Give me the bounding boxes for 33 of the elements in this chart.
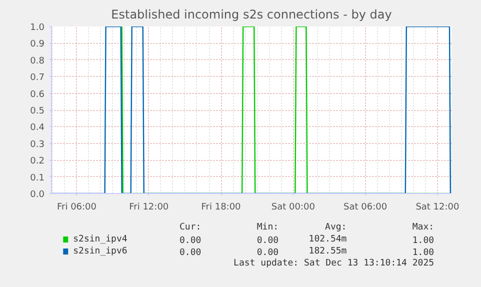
y-tick-label: 0.5: [30, 106, 45, 116]
text: Min:: [256, 222, 279, 232]
text: 0.00: [256, 236, 279, 246]
y-tick-label: 0.4: [30, 123, 45, 134]
y-tick-label: 0.2: [30, 156, 45, 167]
text: 1.00: [412, 236, 434, 246]
text: 0.00: [180, 248, 202, 258]
text: Max:: [412, 222, 434, 232]
legend-label: s2sin_ipv4: [73, 234, 128, 244]
x-tick-label: Sat 00:00: [271, 202, 316, 212]
text: 0.00: [256, 248, 279, 258]
y-tick-label: 0.6: [30, 90, 45, 100]
x-tick-label: Fri 18:00: [201, 202, 242, 212]
text: Avg:: [325, 222, 347, 232]
x-tick-label: Fri 06:00: [56, 202, 97, 212]
text: 182.55m: [308, 246, 347, 256]
y-tick-label: 0.0: [30, 190, 45, 200]
y-tick-label: 1.0: [30, 23, 45, 33]
y-tick-label: 0.1: [30, 173, 45, 184]
text: Last update: Sat Dec 13 13:10:14 2025: [234, 258, 434, 268]
y-tick-label: 0.9: [30, 40, 45, 50]
text: 0.00: [180, 236, 202, 246]
x-tick-label: Fri 12:00: [129, 202, 169, 212]
x-tick-label: Sat 12:00: [416, 202, 460, 212]
text: 102.54m: [308, 234, 347, 244]
chart-title: Established incoming s2s connections - by day: [111, 8, 392, 22]
x-tick-label: Sat 06:00: [344, 202, 388, 212]
y-tick-label: 0.8: [30, 56, 45, 66]
text: Cur:: [180, 222, 202, 232]
legend-label: s2sin_ipv6: [73, 246, 128, 256]
y-tick-label: 0.3: [30, 140, 45, 150]
y-tick-label: 0.7: [30, 73, 45, 84]
text: 1.00: [412, 248, 434, 258]
